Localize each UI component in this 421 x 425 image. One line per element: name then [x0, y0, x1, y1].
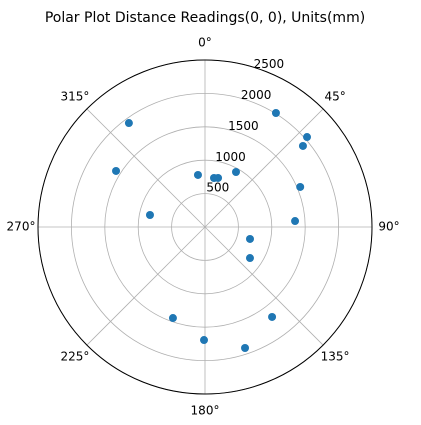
point [296, 182, 305, 191]
r-tick-label: 1500 [228, 119, 259, 133]
theta-grid-line [86, 108, 206, 228]
r-grid-line [104, 126, 306, 328]
theta-tick-label: 315° [60, 89, 89, 103]
theta-tick-label: 0° [198, 36, 212, 50]
point [298, 141, 307, 150]
r-tick-label: 2500 [254, 57, 285, 71]
theta-tick-label: 180° [191, 404, 220, 418]
point [271, 109, 280, 118]
theta-grid-line [204, 226, 324, 346]
polar-frame [37, 59, 373, 395]
point [193, 170, 202, 179]
point [268, 312, 277, 321]
point [241, 344, 250, 353]
point [200, 336, 209, 345]
theta-grid-line [204, 108, 324, 228]
chart-title: Polar Plot Distance Readings(0, 0), Unit… [45, 10, 365, 26]
r-grid-line [70, 92, 340, 362]
theta-tick-label: 225° [60, 350, 89, 364]
point [124, 119, 133, 128]
theta-tick-label: 90° [378, 220, 399, 234]
theta-tick-label: 270° [7, 220, 36, 234]
r-grid-line [137, 159, 273, 295]
point [145, 211, 154, 220]
r-tick-label: 2000 [241, 88, 272, 102]
theta-grid-line [86, 226, 206, 346]
point [303, 133, 312, 142]
point [291, 217, 300, 226]
r-tick-label: 1000 [215, 150, 246, 164]
r-tick-label: 500 [206, 181, 229, 195]
point [112, 166, 121, 175]
point [231, 168, 240, 177]
r-grid-line [171, 193, 239, 261]
point [245, 254, 254, 263]
theta-tick-label: 45° [324, 89, 345, 103]
point [214, 173, 223, 182]
point [168, 314, 177, 323]
theta-tick-label: 135° [321, 350, 350, 364]
point [245, 234, 254, 243]
